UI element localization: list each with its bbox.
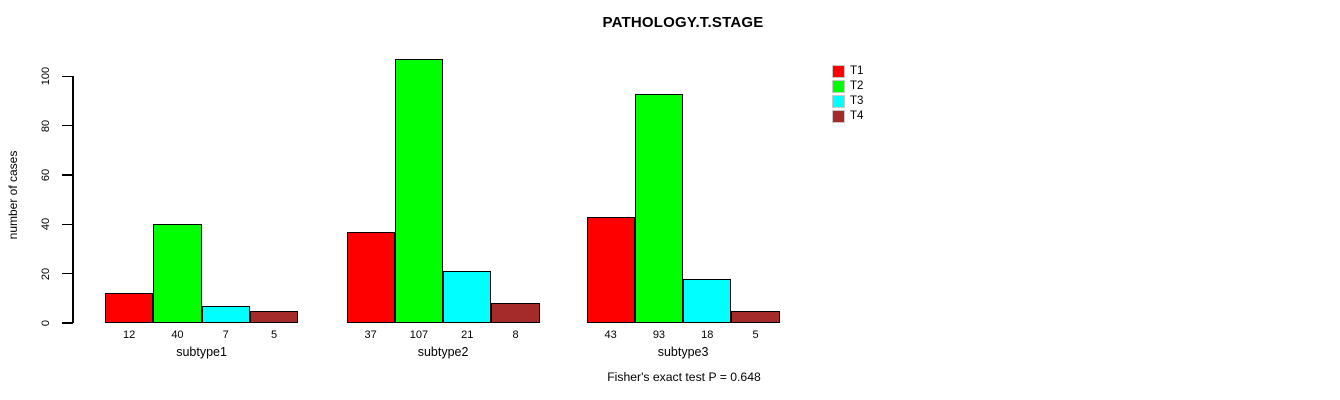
legend: T1 T2 T3 T4: [832, 64, 863, 124]
legend-swatch-T1: [832, 65, 845, 78]
bar-subtype3-T2: [634, 94, 684, 323]
legend-item-T4: T4: [832, 109, 863, 124]
bar-value-subtype3-T4: 5: [752, 329, 759, 341]
y-axis-tick-60: [62, 174, 73, 176]
chart-title: PATHOLOGY.T.STAGE: [602, 14, 764, 31]
bar-subtype1-T1: [105, 293, 154, 323]
bar-subtype2-T2: [394, 59, 444, 323]
bar-value-subtype1-T1: 12: [123, 329, 136, 341]
bar-subtype3-T3: [683, 279, 732, 323]
bar-value-subtype2-T1: 37: [364, 329, 377, 341]
y-axis-title: number of cases: [6, 150, 20, 240]
y-axis-tick-label-0: 0: [40, 319, 52, 327]
legend-swatch-T2: [832, 80, 845, 93]
legend-swatch-T4: [832, 110, 845, 123]
legend-label-T3: T3: [850, 95, 864, 107]
category-label-subtype2: subtype2: [417, 345, 469, 359]
bar-value-subtype1-T2: 40: [171, 329, 184, 341]
bar-value-subtype3-T2: 93: [652, 329, 666, 341]
bar-value-subtype2-T2: 107: [409, 329, 429, 341]
bar-subtype3-T4: [731, 311, 780, 323]
bar-value-subtype2-T3: 21: [461, 329, 474, 341]
y-axis-tick-label-80: 80: [40, 119, 52, 132]
bar-subtype1-T2: [153, 224, 202, 323]
legend-label-T1: T1: [850, 65, 864, 77]
y-axis-tick-100: [62, 75, 73, 78]
bar-subtype2-T1: [346, 232, 395, 323]
bar-value-subtype1-T3: 7: [222, 329, 229, 341]
category-label-subtype3: subtype3: [657, 345, 709, 359]
bar-value-subtype2-T4: 8: [512, 329, 519, 341]
bar-value-subtype3-T1: 43: [604, 329, 617, 341]
y-axis-tick-label-60: 60: [40, 168, 52, 182]
bar-subtype2-T3: [443, 271, 492, 323]
y-axis-tick-label-20: 20: [40, 267, 52, 280]
fisher-test-note: Fisher's exact test P = 0.648: [607, 370, 761, 384]
legend-item-T3: T3: [832, 94, 863, 109]
bar-subtype1-T3: [201, 306, 250, 323]
bar-value-subtype1-T4: 5: [270, 329, 278, 341]
legend-item-T1: T1: [832, 64, 863, 79]
bar-subtype2-T4: [491, 303, 540, 323]
legend-label-T2: T2: [850, 80, 864, 92]
y-axis-tick-20: [62, 272, 73, 275]
y-axis-line: [72, 76, 74, 323]
y-axis-tick-40: [62, 223, 73, 226]
y-axis-tick-label-100: 100: [40, 67, 52, 86]
bar-value-subtype3-T3: 18: [701, 329, 714, 341]
y-axis-tick-0: [62, 322, 73, 324]
legend-label-T4: T4: [850, 110, 864, 122]
y-axis-tick-label-40: 40: [40, 218, 52, 231]
legend-swatch-T3: [832, 95, 845, 108]
legend-item-T2: T2: [832, 79, 863, 94]
bar-subtype3-T1: [586, 217, 635, 323]
bar-subtype1-T4: [249, 311, 299, 323]
category-label-subtype1: subtype1: [176, 345, 227, 359]
y-axis-tick-80: [62, 124, 73, 127]
